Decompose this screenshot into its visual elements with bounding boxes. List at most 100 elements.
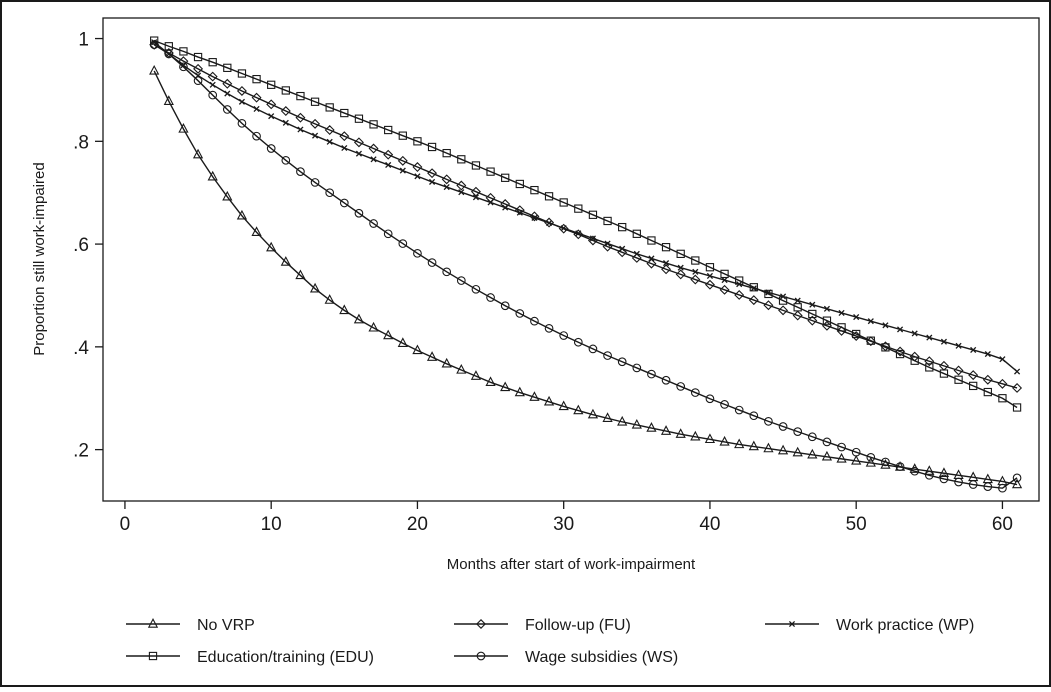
- data-point: [719, 435, 730, 446]
- data-point: [530, 316, 539, 326]
- data-point: [924, 356, 935, 367]
- data-point: [778, 422, 788, 431]
- data-point: [721, 276, 728, 284]
- data-point: [222, 190, 233, 201]
- data-point: [809, 301, 816, 308]
- data-point: [441, 357, 452, 368]
- data-point: [413, 248, 422, 258]
- data-point: [675, 428, 686, 438]
- data-point: [295, 269, 306, 280]
- data-point: [559, 198, 568, 207]
- data-point: [412, 162, 423, 172]
- data-point: [266, 241, 277, 252]
- legend-marker: [476, 619, 486, 629]
- data-point: [823, 305, 830, 312]
- data-point: [149, 40, 159, 50]
- data-point: [618, 222, 627, 232]
- data-point: [836, 452, 847, 463]
- data-point: [690, 274, 701, 285]
- series-line: [153, 39, 1018, 409]
- data-point: [924, 470, 934, 480]
- data-point: [604, 240, 611, 247]
- legend-item: No VRP: [126, 617, 255, 634]
- data-point: [808, 309, 817, 319]
- data-point: [370, 156, 377, 163]
- data-point: [487, 199, 494, 206]
- legend-item: Follow-up (FU): [454, 617, 631, 634]
- data-point: [470, 186, 481, 197]
- data-point: [675, 269, 686, 280]
- data-point: [646, 422, 657, 432]
- data-point: [458, 189, 465, 196]
- data-point: [238, 98, 245, 105]
- data-point: [427, 168, 438, 179]
- data-point: [720, 269, 729, 279]
- data-point: [224, 90, 231, 97]
- data-point: [383, 329, 394, 340]
- data-point: [149, 64, 160, 75]
- data-point: [426, 351, 438, 361]
- data-point: [441, 174, 452, 185]
- data-point: [778, 296, 788, 305]
- data-point: [865, 456, 876, 467]
- data-point: [252, 131, 261, 141]
- data-point: [706, 272, 713, 280]
- data-point: [353, 137, 364, 148]
- data-point: [427, 258, 437, 267]
- data-point: [443, 183, 450, 191]
- data-point: [369, 120, 378, 129]
- data-point: [398, 239, 408, 248]
- data-point: [719, 284, 730, 295]
- data-point: [1012, 473, 1022, 483]
- data-point: [836, 325, 847, 336]
- data-point: [807, 432, 817, 442]
- data-point: [748, 440, 759, 451]
- data-point: [573, 404, 584, 415]
- x-axis: 0 10 20 30 40 50 60: [120, 501, 1013, 535]
- data-point: [192, 148, 204, 159]
- data-point: [529, 211, 540, 222]
- data-point: [368, 321, 379, 332]
- data-point: [354, 114, 364, 123]
- y-tick-label: .8: [73, 132, 89, 153]
- data-point: [310, 97, 320, 106]
- data-point: [296, 167, 305, 176]
- data-point: [690, 430, 701, 441]
- data-point: [692, 268, 699, 275]
- data-point: [575, 230, 582, 237]
- data-point: [939, 474, 949, 484]
- data-point: [252, 74, 261, 84]
- data-point: [603, 216, 612, 226]
- data-point: [939, 369, 949, 378]
- series-square: [150, 36, 1022, 412]
- data-point: [355, 150, 362, 157]
- data-point: [207, 71, 218, 82]
- data-point: [267, 80, 276, 89]
- data-point: [866, 452, 876, 462]
- data-point: [660, 425, 672, 435]
- data-point: [414, 173, 421, 180]
- data-point: [764, 417, 773, 426]
- data-point: [442, 148, 451, 158]
- data-point: [676, 382, 686, 391]
- data-point: [340, 108, 349, 118]
- data-point: [734, 438, 745, 449]
- data-point: [793, 427, 803, 436]
- data-point: [587, 408, 599, 419]
- data-point: [895, 349, 905, 359]
- data-point: [676, 249, 685, 258]
- data-point: [516, 209, 523, 216]
- data-point: [529, 391, 540, 401]
- data-point: [281, 155, 291, 165]
- data-point: [940, 338, 947, 345]
- data-point: [851, 447, 861, 457]
- data-point: [897, 326, 904, 333]
- data-point: [853, 313, 860, 321]
- data-point: [339, 131, 350, 142]
- data-point: [691, 256, 700, 265]
- data-point: [325, 188, 335, 198]
- data-point: [253, 105, 260, 113]
- data-point: [998, 483, 1007, 493]
- data-point: [543, 395, 555, 406]
- data-point: [280, 106, 291, 116]
